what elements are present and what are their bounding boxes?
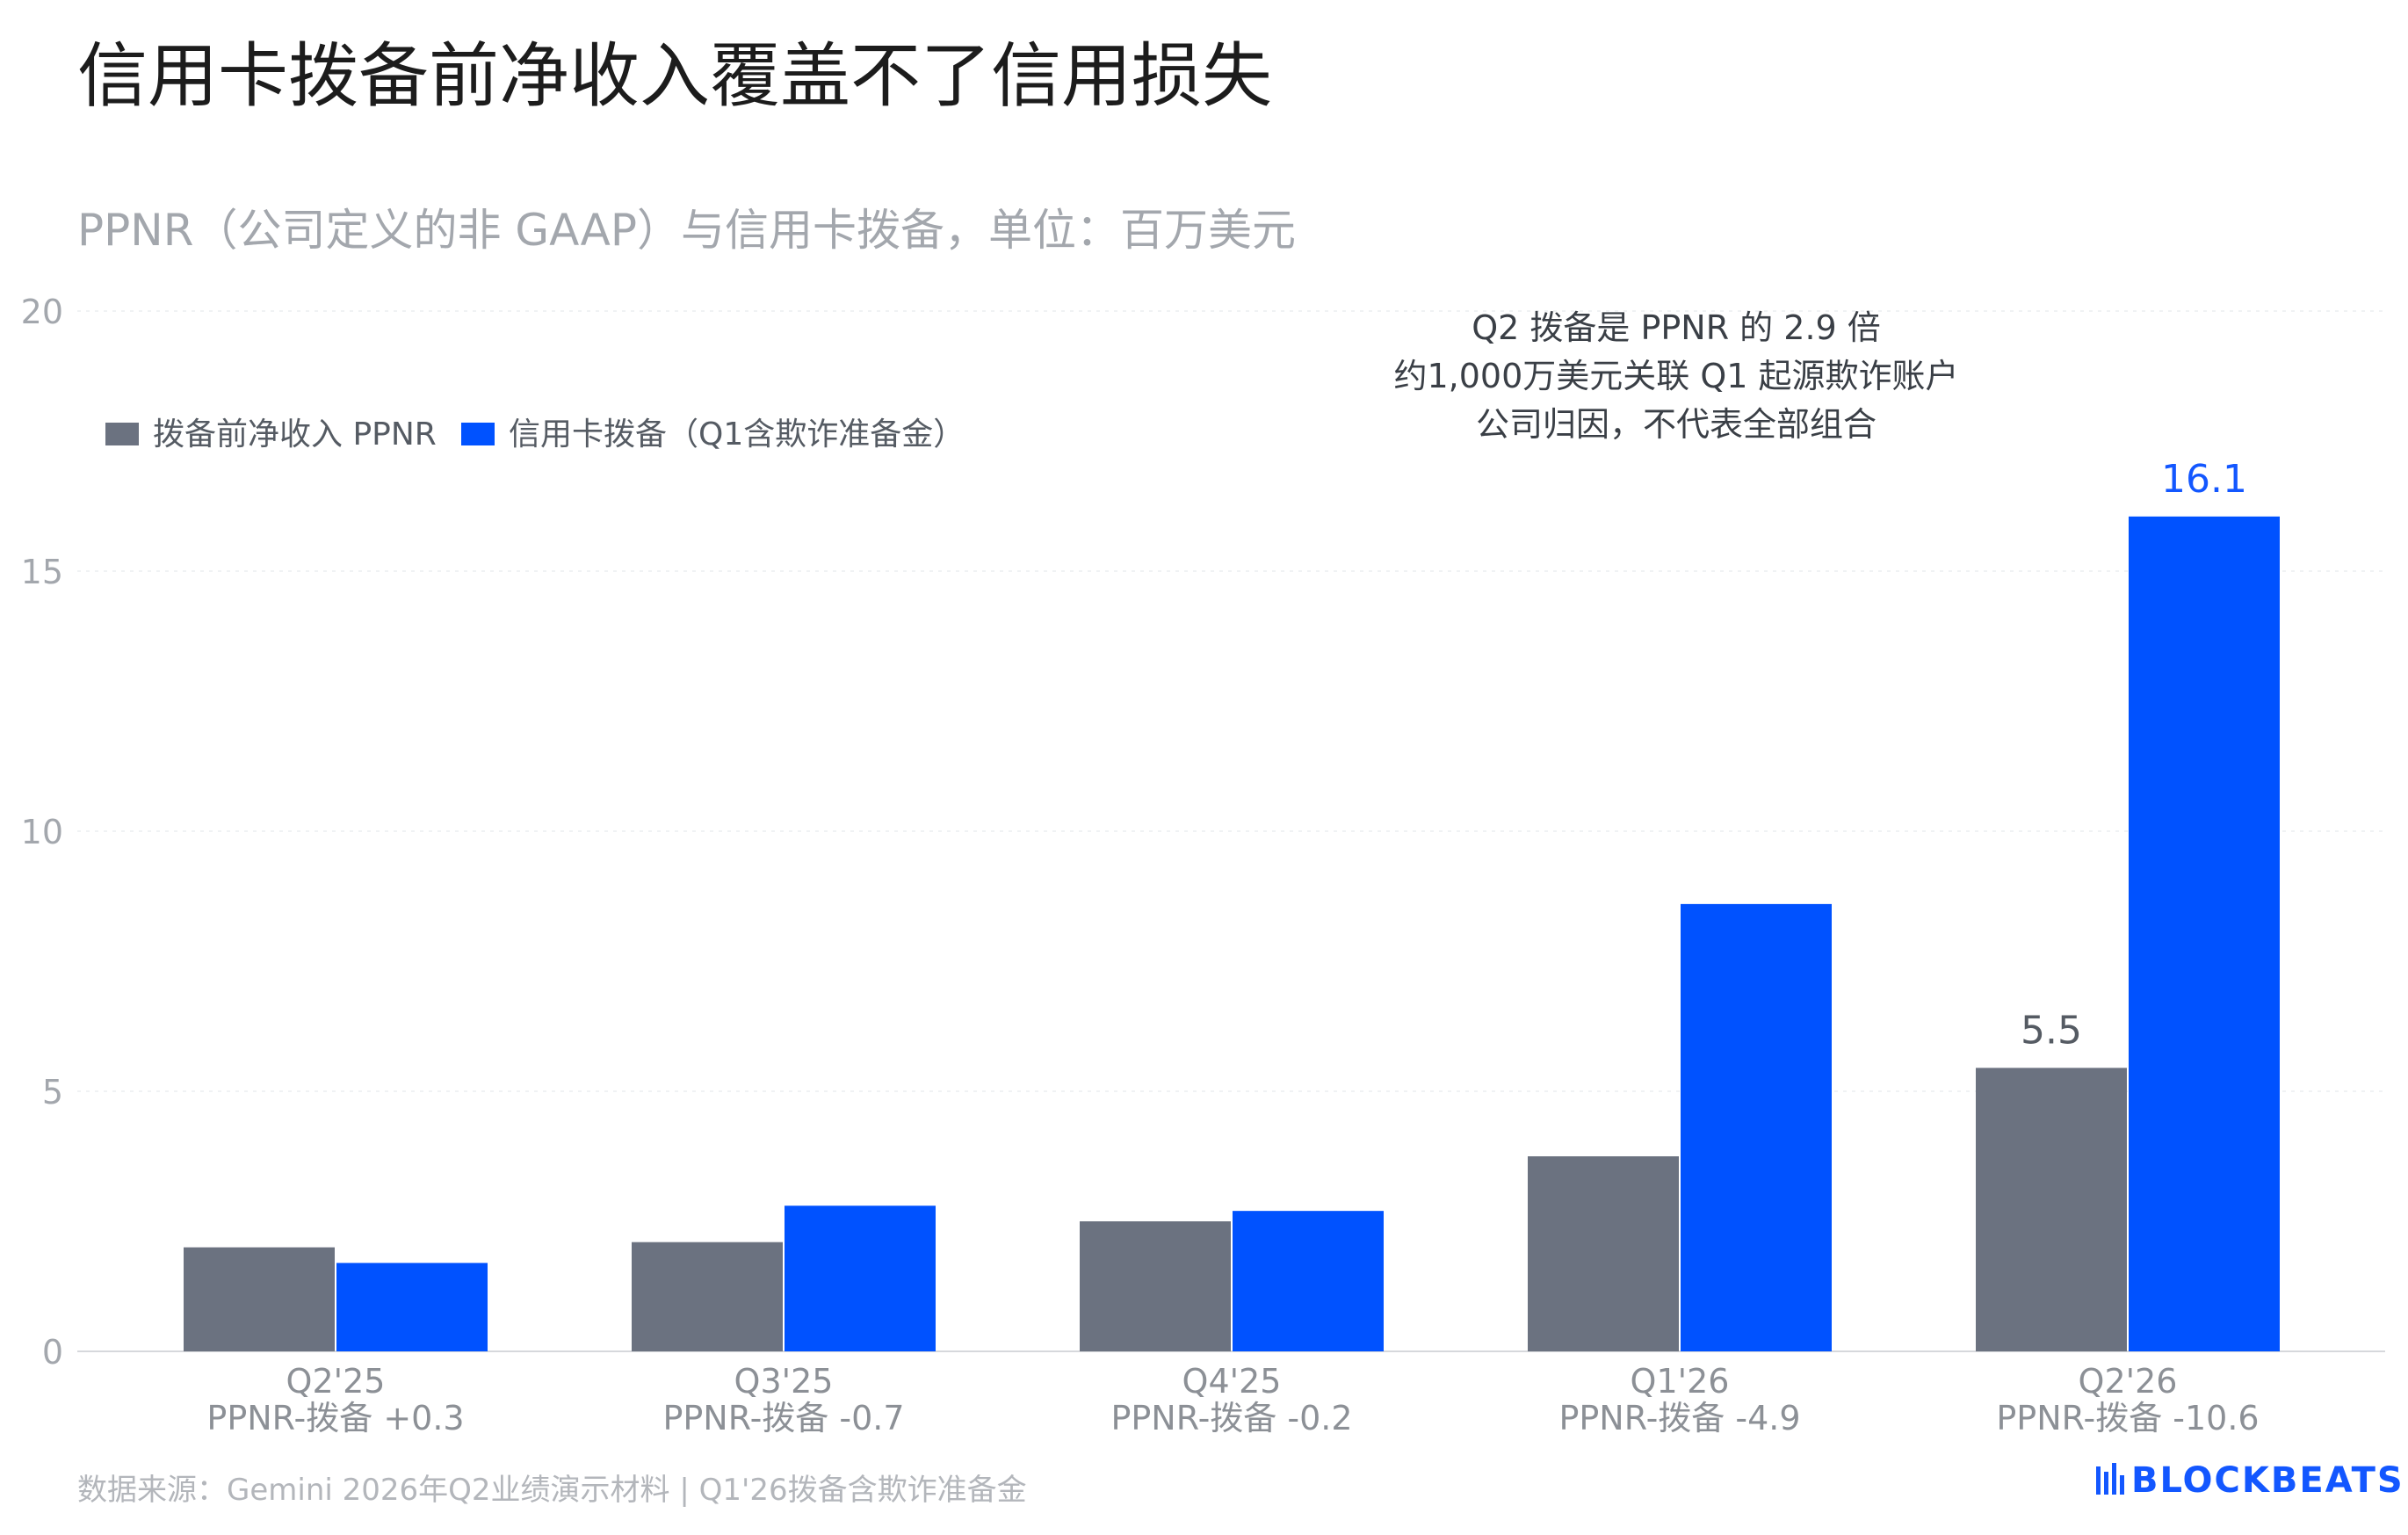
annotation-line: 约1,000万美元关联 Q1 起源欺诈账户 <box>1393 357 1958 395</box>
x-tick-sublabel: PPNR-拨备 -10.6 <box>1996 1399 2259 1437</box>
y-tick-label: 10 <box>21 813 63 851</box>
ppnr-bar <box>1528 1156 1679 1351</box>
y-tick-label: 5 <box>42 1073 63 1111</box>
chart-title: 信用卡拨备前净收入覆盖不了信用损失 <box>77 35 1272 117</box>
chart-subtitle: PPNR（公司定义的非 GAAP）与信用卡拨备，单位：百万美元 <box>77 205 1297 256</box>
legend-swatch-ppnr <box>105 423 139 445</box>
blockbeats-logo-icon <box>2096 1463 2124 1495</box>
provision-data-label: 16.1 <box>2161 457 2247 502</box>
x-tick-label: Q4'25 <box>1182 1362 1282 1401</box>
x-tick-sublabel: PPNR-拨备 -0.7 <box>662 1399 904 1437</box>
provision-bar <box>336 1263 488 1351</box>
ppnr-bar <box>184 1247 335 1351</box>
legend-label-ppnr: 拨备前净收入 PPNR <box>153 416 437 453</box>
y-tick-label: 0 <box>42 1333 63 1372</box>
y-tick-label: 15 <box>21 553 63 591</box>
provision-bar <box>785 1206 936 1351</box>
x-tick-label: Q3'25 <box>734 1362 834 1401</box>
ppnr-bar <box>1976 1068 2127 1351</box>
x-tick-sublabel: PPNR-拨备 -4.9 <box>1558 1399 1800 1437</box>
legend-swatch-provision <box>461 423 495 445</box>
provision-bar <box>1233 1211 1384 1351</box>
provision-bar <box>1681 903 1832 1351</box>
legend-label-provision: 信用卡拨备（Q1含欺诈准备金） <box>509 416 965 453</box>
annotation-line: 公司归因，不代表全部组合 <box>1476 405 1877 444</box>
brand-name: BLOCKBEATS <box>2131 1460 2404 1501</box>
source-note: 数据来源：Gemini 2026年Q2业绩演示材料 | Q1'26拨备含欺诈准备… <box>77 1473 1027 1508</box>
ppnr-bar <box>1080 1221 1231 1351</box>
x-tick-sublabel: PPNR-拨备 -0.2 <box>1110 1399 1352 1437</box>
ppnr-bar <box>632 1242 783 1351</box>
provision-bar <box>2129 516 2280 1351</box>
x-tick-label: Q2'25 <box>286 1362 386 1401</box>
annotation-line: Q2 拨备是 PPNR 的 2.9 倍 <box>1472 308 1881 347</box>
x-tick-sublabel: PPNR-拨备 +0.3 <box>206 1399 464 1437</box>
x-tick-label: Q1'26 <box>1631 1362 1730 1401</box>
y-tick-label: 20 <box>21 293 63 331</box>
brand-logo: BLOCKBEATS <box>2096 1460 2404 1501</box>
x-tick-label: Q2'26 <box>2079 1362 2178 1401</box>
ppnr-data-label: 5.5 <box>2021 1008 2082 1053</box>
